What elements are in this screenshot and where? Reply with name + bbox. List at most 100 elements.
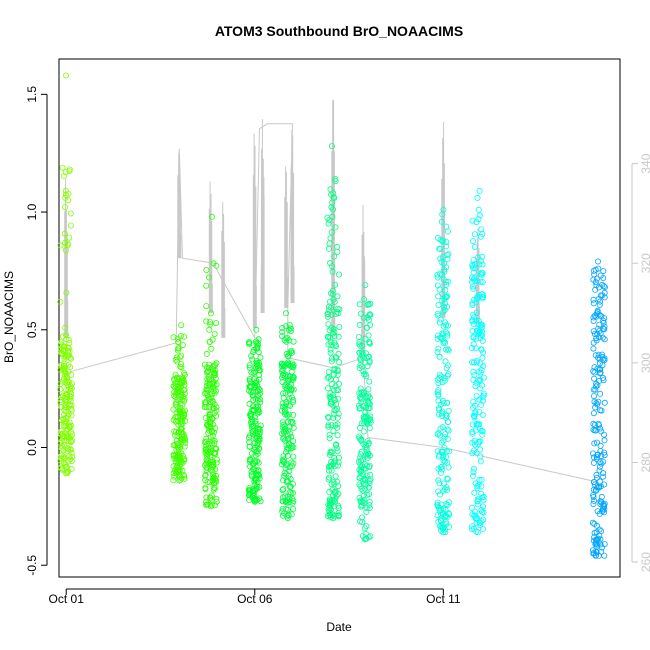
scatter-point <box>203 494 210 501</box>
scatter-point <box>443 521 450 528</box>
x-tick-label: Oct 06 <box>237 592 273 606</box>
scatter-point <box>324 311 331 318</box>
scatter-point <box>438 463 445 470</box>
scatter-point <box>590 500 597 507</box>
scatter-point <box>336 359 343 366</box>
scatter-point <box>247 410 254 417</box>
scatter-point <box>60 422 67 429</box>
scatter-point <box>364 453 371 460</box>
scatter-point <box>439 330 446 337</box>
scatter-point <box>206 413 213 420</box>
scatter-point <box>441 300 448 307</box>
scatter-point <box>68 422 75 429</box>
scatter-point <box>435 345 442 352</box>
scatter-point <box>174 386 181 393</box>
scatter-point <box>434 234 441 241</box>
secondary-spike <box>284 166 289 309</box>
scatter-point-peak <box>62 194 69 201</box>
scatter-point <box>468 504 475 511</box>
scatter-point <box>440 454 447 461</box>
scatter-point-min <box>440 529 447 536</box>
scatter-point <box>254 340 261 347</box>
scatter-point <box>361 485 368 492</box>
scatter-point <box>473 219 480 226</box>
y-tick-label: 1.0 <box>25 203 39 220</box>
scatter-point <box>285 411 292 418</box>
scatter-point-peak <box>62 187 69 194</box>
scatter-point <box>471 489 478 496</box>
scatter-point <box>203 282 210 289</box>
scatter-point <box>480 390 487 397</box>
scatter-point <box>325 220 332 227</box>
scatter-point <box>471 314 478 321</box>
scatter-point <box>441 295 448 302</box>
scatter-point <box>253 448 260 455</box>
scatter-point <box>362 413 369 420</box>
scatter-point <box>590 314 597 321</box>
scatter-point <box>593 337 600 344</box>
scatter-point <box>478 290 485 297</box>
scatter-point <box>281 372 288 379</box>
scatter-point <box>438 334 445 341</box>
scatter-point <box>470 334 477 341</box>
scatter-point <box>181 410 188 417</box>
scatter-point <box>445 251 452 258</box>
scatter-point <box>59 378 66 385</box>
scatter-point <box>181 473 188 480</box>
scatter-point <box>442 329 449 336</box>
scatter-point <box>180 412 187 419</box>
scatter-point <box>332 354 339 361</box>
scatter-point <box>334 368 341 375</box>
plot-area <box>57 72 608 559</box>
scatter-cluster <box>589 258 608 559</box>
scatter-point <box>330 428 337 435</box>
scatter-point <box>288 386 295 393</box>
scatter-point <box>444 501 451 508</box>
scatter-point <box>280 486 287 493</box>
scatter-point <box>359 342 366 349</box>
scatter-point-peak <box>595 258 602 265</box>
scatter-point <box>474 501 481 508</box>
scatter-point <box>360 492 367 499</box>
scatter-point <box>213 320 220 327</box>
scatter-point <box>436 245 443 252</box>
scatter-point <box>435 380 442 387</box>
scatter-point <box>468 278 475 285</box>
scatter-point <box>440 487 447 494</box>
scatter-point <box>257 422 264 429</box>
scatter-point <box>63 289 70 296</box>
scatter-point <box>443 243 450 250</box>
scatter-point <box>279 424 286 431</box>
scatter-point <box>67 446 74 453</box>
scatter-point <box>211 330 218 337</box>
scatter-point-peak <box>329 213 336 220</box>
scatter-point <box>360 314 367 321</box>
scatter-point <box>203 389 210 396</box>
scatter-point-min <box>595 552 602 559</box>
scatter-point <box>594 275 601 282</box>
scatter-point <box>202 414 209 421</box>
scatter-point <box>435 411 442 418</box>
scatter-point <box>445 464 452 471</box>
scatter-point <box>590 300 597 307</box>
scatter-point <box>601 437 608 444</box>
scatter-point <box>437 491 444 498</box>
scatter-point <box>173 413 180 420</box>
scatter-point <box>176 354 183 361</box>
scatter-point <box>206 419 213 426</box>
scatter-point <box>365 441 372 448</box>
scatter-cluster <box>355 281 374 543</box>
scatter-point <box>62 396 69 403</box>
scatter-point <box>356 394 363 401</box>
scatter-point <box>335 333 342 340</box>
scatter-point <box>203 448 210 455</box>
scatter-point <box>285 441 292 448</box>
scatter-point <box>444 475 451 482</box>
scatter-point <box>446 448 453 455</box>
scatter-point <box>61 459 68 466</box>
scatter-point <box>600 377 607 384</box>
scatter-point <box>478 321 485 328</box>
scatter-point <box>280 435 287 442</box>
scatter-point <box>69 431 76 438</box>
